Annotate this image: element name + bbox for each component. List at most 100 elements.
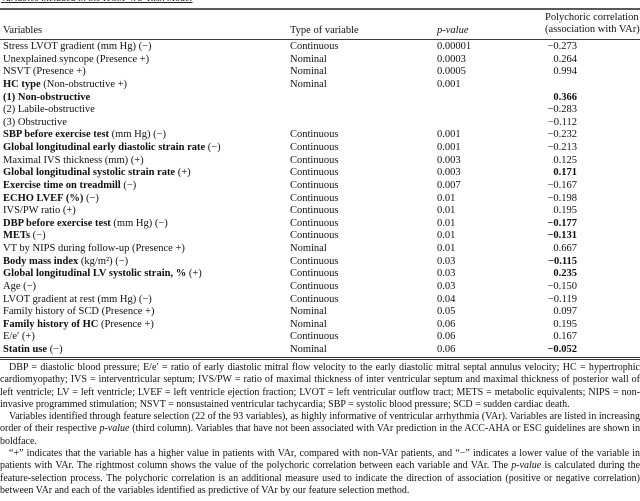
header-rule — [0, 39, 640, 40]
col-header-polychoric-correlation: Polychoric correlation (association with… — [545, 12, 640, 35]
type-cell: Continuous — [290, 41, 339, 52]
p-value-cell: 0.001 — [437, 78, 461, 90]
correlation-cell: −0.283 — [547, 104, 577, 116]
p-value-cell — [434, 104, 537, 117]
col-header-type-of-variable: Type of variable — [290, 25, 359, 36]
type-cell — [287, 92, 434, 105]
table-row: METs (−) Continuous 0.01 −0.131 — [0, 230, 640, 243]
variable-cell: (3) Obstructive — [3, 116, 67, 128]
variable-label-bold: Exercise time on treadmill — [3, 179, 121, 191]
table-row: Global longitudinal early diastolic stra… — [0, 142, 640, 155]
type-cell: Continuous — [290, 230, 339, 242]
type-cell: Continuous — [290, 167, 339, 179]
p-value-cell — [434, 92, 537, 105]
type-cell: Nominal — [290, 66, 327, 78]
footnotes-section: DBP = diastolic blood pressure; E/e′ = r… — [0, 362, 640, 497]
correlation-cell: −0.167 — [547, 179, 577, 191]
type-cell: Continuous — [290, 154, 339, 166]
table-body: Stress LVOT gradient (mm Hg) (−) Continuo… — [0, 41, 640, 357]
p-value-cell: 0.003 — [437, 167, 461, 179]
table-row: Global longitudinal systolic strain rate… — [0, 167, 640, 180]
variable-cell: SBP before exercise test (mm Hg) (−) — [3, 129, 166, 141]
col-header-variables: Variables — [3, 25, 43, 36]
table-row: Unexplained syncope (Presence +) Nominal 0… — [0, 54, 640, 67]
table-row: SBP before exercise test (mm Hg) (−) Cont… — [0, 129, 640, 142]
type-cell — [287, 104, 434, 117]
correlation-cell: 0.235 — [553, 268, 577, 280]
variable-cell: DBP before exercise test (mm Hg) (−) — [3, 217, 168, 229]
correlation-cell: −0.052 — [547, 344, 577, 355]
footnote-italic-term: p-value — [99, 423, 130, 435]
variable-cell: Age (−) — [3, 280, 37, 292]
variable-label-bold: Global longitudinal LV systolic strain, … — [3, 268, 187, 280]
table-row: Global longitudinal LV systolic strain, … — [0, 268, 640, 281]
p-value-cell: 0.01 — [437, 205, 456, 217]
table-top-rule — [0, 8, 640, 10]
correlation-cell: 0.195 — [553, 205, 577, 217]
p-value-cell: 0.06 — [437, 318, 456, 330]
p-value-cell: 0.03 — [437, 268, 456, 280]
type-cell: Continuous — [290, 280, 339, 292]
type-cell: Continuous — [290, 179, 339, 191]
variable-label-bold: HC type — [3, 78, 41, 90]
variable-label-bold: DBP before exercise test — [3, 217, 111, 229]
type-cell: Continuous — [290, 255, 339, 267]
p-value-cell: 0.0003 — [437, 53, 466, 65]
table-caption: Variables included in the HCM-VAr-Risk M… — [1, 0, 193, 4]
p-value-cell: 0.04 — [437, 293, 456, 305]
p-value-cell: 0.03 — [437, 280, 456, 292]
table-row: (3) Obstructive −0.112 — [0, 117, 640, 130]
type-cell: Continuous — [290, 129, 339, 141]
table-row: Exercise time on treadmill (−) Continuous… — [0, 180, 640, 193]
footnote-paragraph: DBP = diastolic blood pressure; E/e′ = r… — [0, 362, 640, 411]
col-header-correlation-line1: Polychoric correlation — [545, 12, 639, 23]
correlation-cell: 0.171 — [553, 167, 577, 179]
p-value-cell: 0.003 — [437, 154, 461, 166]
type-cell: Nominal — [290, 306, 327, 318]
footnote-text: Variables identified through feature sel… — [0, 411, 640, 435]
table-row: (1) Non-obstructive 0.366 — [0, 92, 640, 105]
correlation-cell: −0.213 — [547, 142, 577, 153]
variable-cell: Unexplained syncope (Presence +) — [3, 53, 150, 65]
footnote-text: “+” indicates that the variable has a hi… — [0, 448, 640, 472]
type-cell: Nominal — [290, 53, 327, 65]
correlation-cell: −0.232 — [547, 129, 577, 141]
correlation-cell — [537, 79, 640, 92]
p-value-cell: 0.007 — [437, 179, 461, 191]
variable-cell: ECHO LVEF (%) (−) — [3, 192, 99, 204]
table-row: HC type (Non-obstructive +) Nominal 0.001 — [0, 79, 640, 92]
correlation-cell: 0.994 — [553, 66, 577, 78]
table-row: NSVT (Presence +) Nominal 0.0005 0.994 — [0, 66, 640, 79]
type-cell: Nominal — [290, 318, 327, 330]
variable-label-bold: Body mass index — [3, 255, 79, 267]
correlation-cell: 0.125 — [553, 154, 577, 166]
variable-label-bold: Global longitudinal systolic strain rate — [3, 167, 176, 179]
variable-cell: VT by NIPS during follow-up (Presence +) — [3, 243, 185, 254]
type-cell — [287, 117, 434, 130]
footnote-text: DBP = diastolic blood pressure; E/e′ = r… — [0, 362, 640, 410]
table-row: Family history of SCD (Presence +) Nomina… — [0, 306, 640, 319]
variable-label-bold: Family history of HC — [3, 318, 99, 330]
p-value-cell: 0.05 — [437, 306, 456, 318]
variable-label-bold: METs — [3, 230, 31, 242]
variable-label-bold: (1) Non-obstructive — [3, 91, 91, 103]
type-cell: Continuous — [290, 268, 339, 280]
table-row: Maximal IVS thickness (mm) (+) Continuous… — [0, 155, 640, 168]
correlation-cell: −0.150 — [547, 280, 577, 292]
table-row: DBP before exercise test (mm Hg) (−) Cont… — [0, 218, 640, 231]
correlation-cell: 0.195 — [553, 318, 577, 330]
type-cell: Nominal — [290, 243, 327, 254]
variable-label-bold: ECHO LVEF (%) — [3, 192, 84, 204]
p-value-cell: 0.01 — [437, 192, 456, 204]
type-cell: Continuous — [290, 192, 339, 204]
correlation-cell: −0.198 — [547, 192, 577, 204]
footnote-paragraph: Variables identified through feature sel… — [0, 411, 640, 448]
correlation-cell: 0.264 — [553, 53, 577, 65]
variable-cell: METs (−) — [3, 230, 46, 242]
correlation-cell: −0.115 — [547, 255, 577, 267]
variable-cell: Global longitudinal systolic strain rate… — [3, 167, 191, 179]
variable-cell: NSVT (Presence +) — [3, 66, 86, 78]
correlation-cell: −0.177 — [547, 217, 577, 229]
variable-label-bold: SBP before exercise test — [3, 129, 110, 141]
table-row: (2) Labile-obstructive −0.283 — [0, 104, 640, 117]
